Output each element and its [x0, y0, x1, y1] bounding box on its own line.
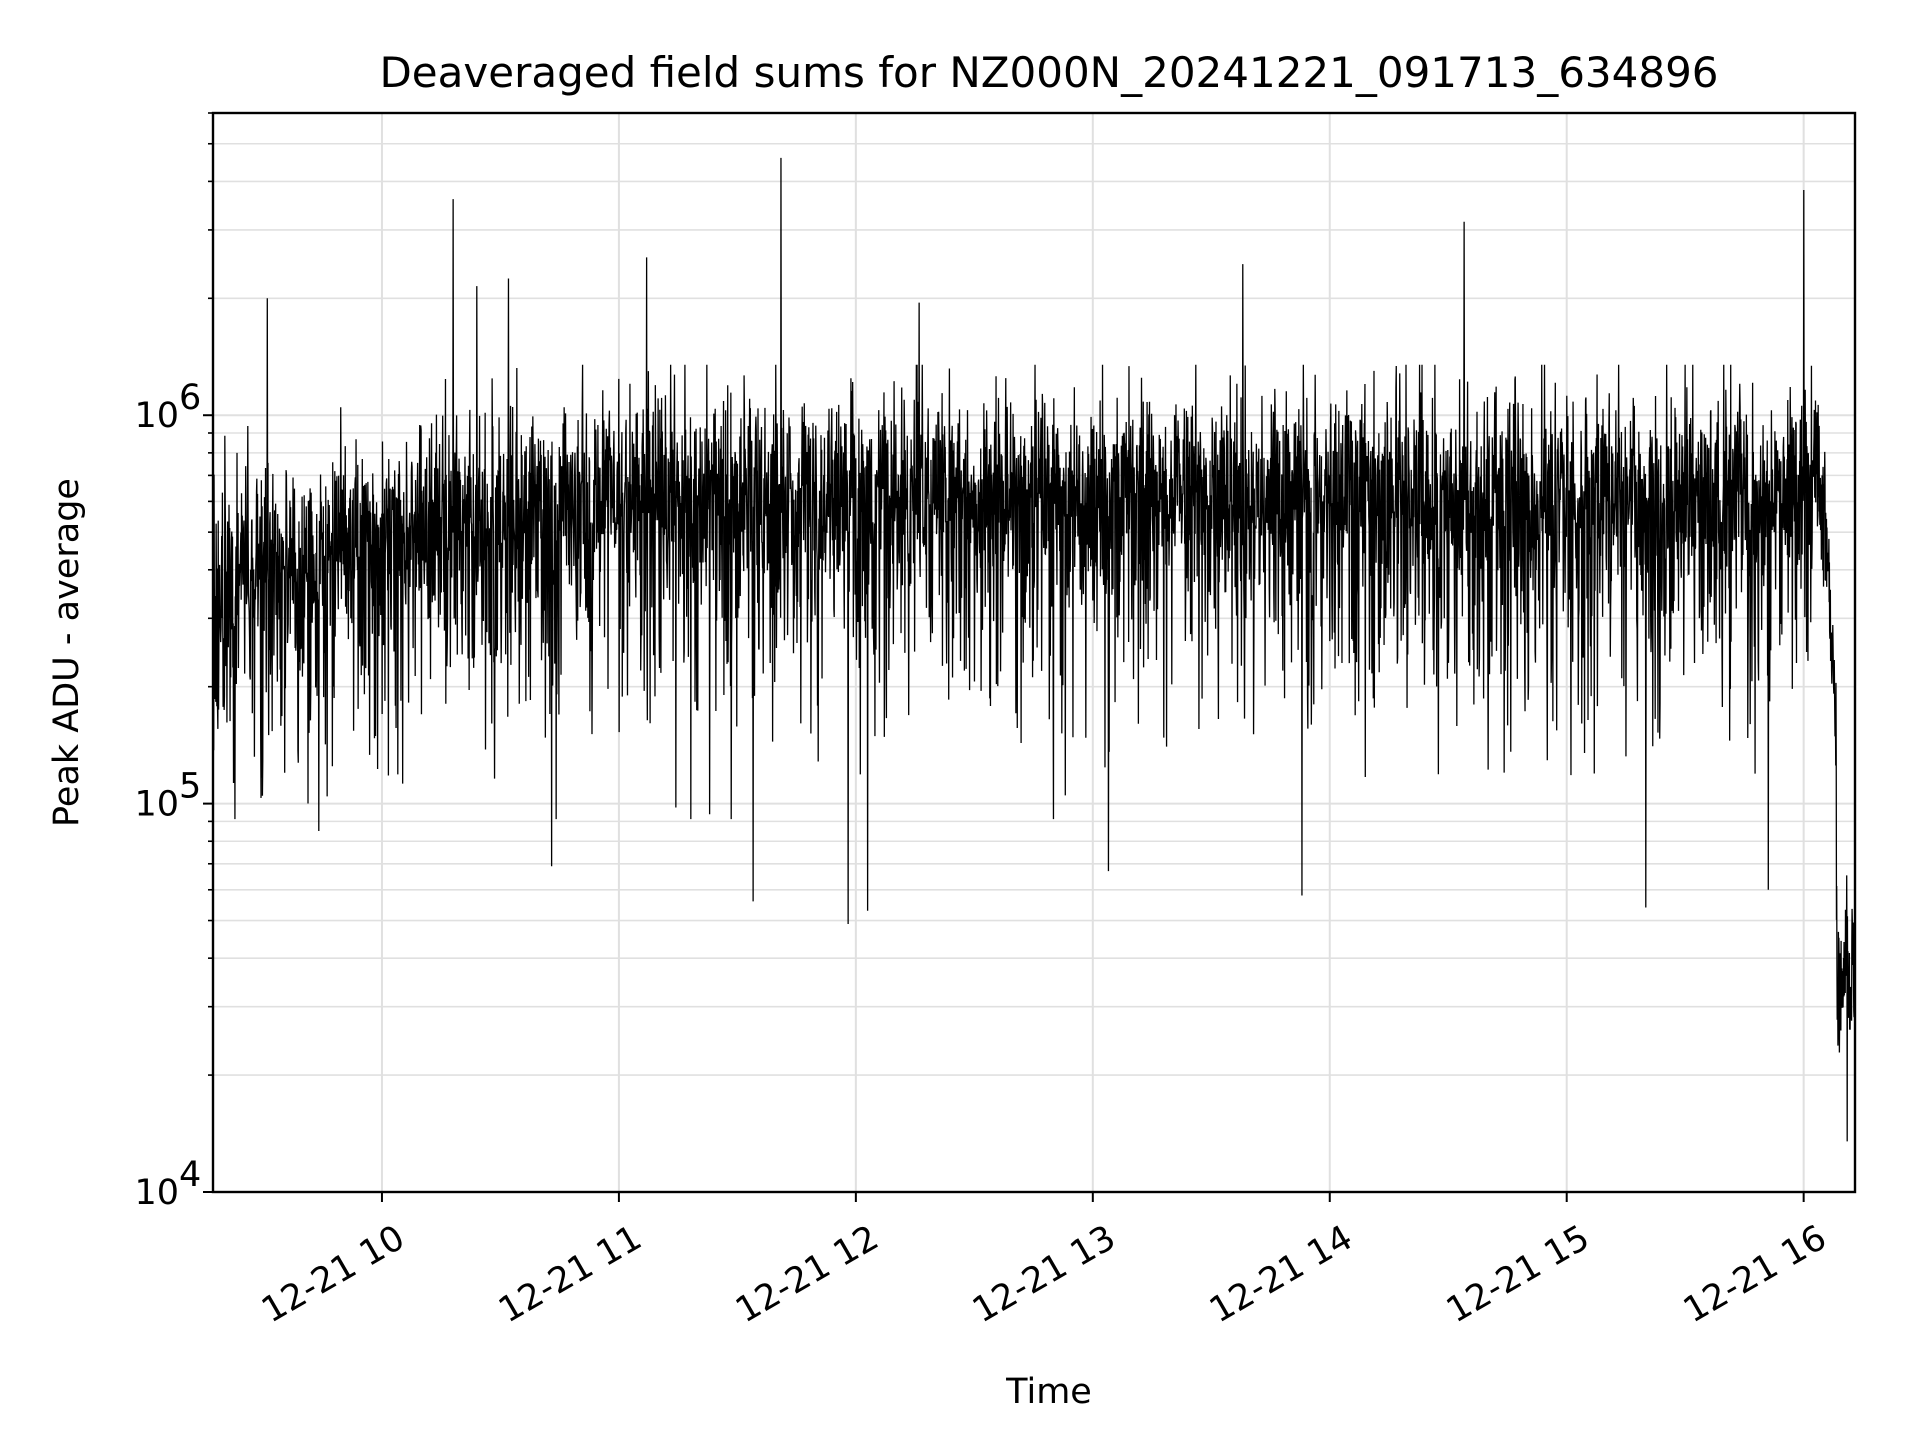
y-tick-exponent: 5	[179, 767, 201, 807]
y-tick-base: 10	[134, 396, 179, 436]
y-tick-exponent: 6	[179, 378, 201, 418]
y-axis-label: Peak ADU - average	[47, 478, 87, 827]
series-line	[212, 157, 1856, 1142]
y-tick-label: 10	[134, 1173, 179, 1213]
y-tick-base: 10	[134, 1173, 179, 1213]
chart-title: Deaveraged field sums for NZ000N_2024122…	[379, 48, 1718, 97]
y-tick-label: 10	[134, 785, 179, 825]
x-axis-label: Time	[1005, 1372, 1092, 1412]
plot-frame	[211, 111, 1857, 1194]
y-tick-label: 10	[134, 396, 179, 436]
y-tick-exponent: 4	[179, 1155, 201, 1195]
y-tick-base: 10	[134, 785, 179, 825]
